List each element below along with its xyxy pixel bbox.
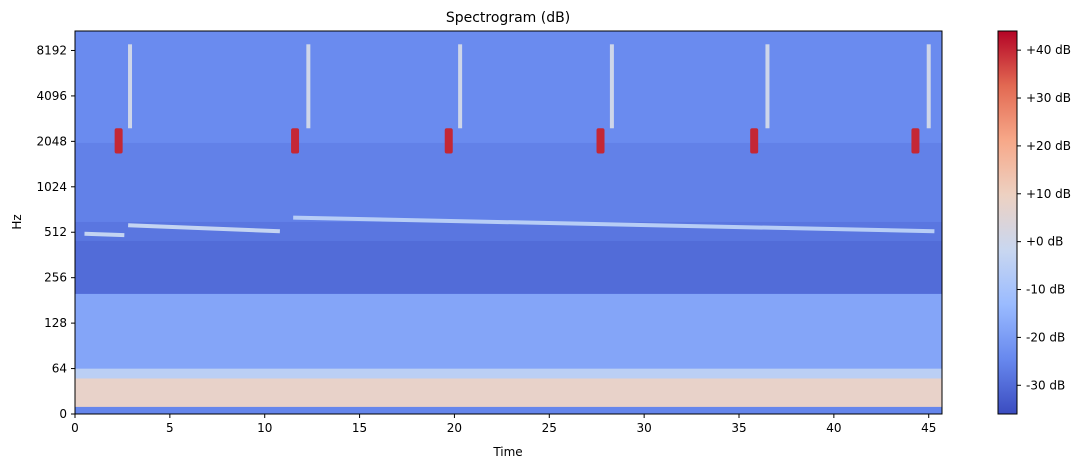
x-tick-label: 15 (352, 421, 367, 435)
colorbar-ticks: -30 dB -20 dB -10 dB +0 dB +10 dB +20 dB +30 d… (1017, 43, 1071, 392)
frequency-band (75, 142, 942, 222)
y-tick-label: 2048 (36, 134, 67, 148)
call-harmonic-streak (128, 44, 133, 129)
y-tick-label: 256 (44, 271, 67, 285)
bird-call-mark (444, 128, 453, 154)
spectrogram-heatmap (75, 31, 942, 414)
y-tick-label: 64 (52, 362, 67, 376)
frequency-band (75, 293, 942, 369)
call-harmonic-streak (609, 44, 614, 129)
x-tick-label: 5 (166, 421, 174, 435)
frequency-band (75, 368, 942, 379)
y-tick-label: 8192 (36, 43, 67, 57)
x-tick-label: 25 (542, 421, 557, 435)
colorbar-tick-label: +10 dB (1026, 187, 1071, 201)
colorbar-gradient (997, 30, 1018, 415)
colorbar-tick-label: +30 dB (1026, 91, 1071, 105)
x-tick-label: 0 (71, 421, 79, 435)
x-axis: 0 5 10 15 20 25 30 35 40 45 (71, 414, 936, 435)
tonal-line (128, 223, 280, 234)
frequency-band (75, 31, 942, 143)
colorbar-tick-label: -20 dB (1026, 330, 1065, 344)
frequency-band (75, 240, 942, 294)
x-tick-label: 35 (731, 421, 746, 435)
y-tick-label: 1024 (36, 180, 67, 194)
x-tick-label: 40 (826, 421, 841, 435)
call-harmonic-streak (765, 44, 770, 129)
x-axis-label: Time (492, 445, 522, 459)
call-harmonic-streak (926, 44, 931, 129)
y-tick-label: 128 (44, 316, 67, 330)
chart-title: Spectrogram (dB) (446, 10, 570, 26)
frequency-band (75, 221, 942, 241)
bird-call-mark (911, 128, 920, 154)
colorbar-tick-label: +40 dB (1026, 43, 1071, 57)
plot-area (74, 30, 943, 415)
y-tick-label: 0 (59, 407, 67, 421)
bird-call-mark (291, 128, 300, 154)
colorbar: -30 dB -20 dB -10 dB +0 dB +10 dB +20 dB +30 d… (997, 30, 1071, 415)
bird-call-mark (750, 128, 759, 154)
frequency-band (75, 378, 942, 407)
y-tick-label: 4096 (36, 89, 67, 103)
call-harmonic-streak (306, 44, 311, 129)
colorbar-tick-label: -30 dB (1026, 378, 1065, 392)
y-axis-label: Hz (10, 214, 24, 229)
y-axis: 0 64 128 256 512 1024 2048 4096 8192 (36, 43, 75, 421)
colorbar-tick-label: +0 dB (1026, 235, 1063, 249)
x-tick-label: 10 (257, 421, 272, 435)
x-tick-label: 20 (447, 421, 462, 435)
tonal-line (293, 215, 935, 234)
bird-call-mark (596, 128, 605, 154)
bird-call-mark (114, 128, 123, 154)
colorbar-tick-label: +20 dB (1026, 139, 1071, 153)
x-tick-label: 30 (637, 421, 652, 435)
tonal-line (84, 231, 125, 238)
y-tick-label: 512 (44, 225, 67, 239)
colorbar-tick-label: -10 dB (1026, 283, 1065, 297)
x-tick-label: 45 (921, 421, 936, 435)
plot-frame (74, 30, 943, 415)
call-harmonic-streak (458, 44, 463, 129)
